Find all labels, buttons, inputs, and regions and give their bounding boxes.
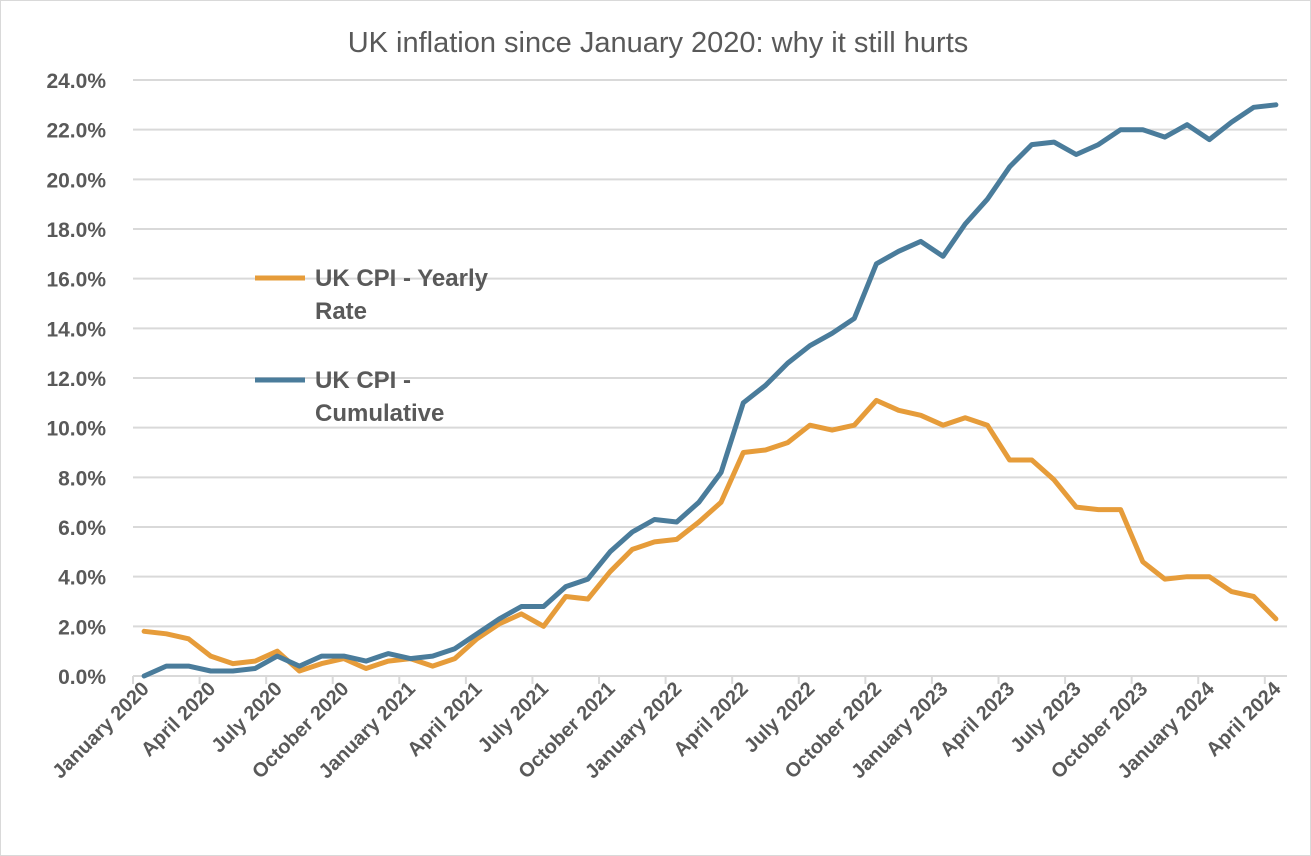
series-line-cumulative: [141, 102, 1279, 679]
y-tick-label: 8.0%: [58, 467, 106, 490]
y-tick-label: 14.0%: [46, 318, 106, 341]
y-tick-label: 2.0%: [58, 616, 106, 639]
x-tick-label: January 2020: [48, 678, 153, 783]
y-tick-label: 4.0%: [58, 567, 106, 590]
legend-label: Cumulative: [315, 400, 444, 427]
gridlines: [133, 79, 1287, 677]
y-tick-label: 20.0%: [46, 169, 106, 192]
series-line-yearly-rate: [141, 397, 1279, 674]
y-axis-labels: 0.0% 2.0% 4.0% 6.0% 8.0% 10.0% 12.0% 14.0% 16.0%…: [46, 70, 106, 689]
y-tick-label: 16.0%: [46, 269, 106, 292]
y-tick-label: 0.0%: [58, 666, 106, 689]
y-tick-label: 6.0%: [58, 517, 106, 540]
y-tick-label: 12.0%: [46, 368, 106, 391]
y-tick-label: 22.0%: [46, 120, 106, 143]
legend-label: UK CPI -: [315, 367, 411, 394]
legend-label: UK CPI - Yearly: [315, 265, 489, 292]
y-tick-label: 18.0%: [46, 219, 106, 242]
y-tick-label: 24.0%: [46, 70, 106, 93]
series-lines: [141, 102, 1279, 679]
legend-label: Rate: [315, 298, 367, 325]
chart-title: UK inflation since January 2020: why it …: [348, 27, 969, 59]
legend: UK CPI - Yearly Rate UK CPI - Cumulative: [255, 265, 489, 427]
y-tick-label: 10.0%: [46, 418, 106, 441]
